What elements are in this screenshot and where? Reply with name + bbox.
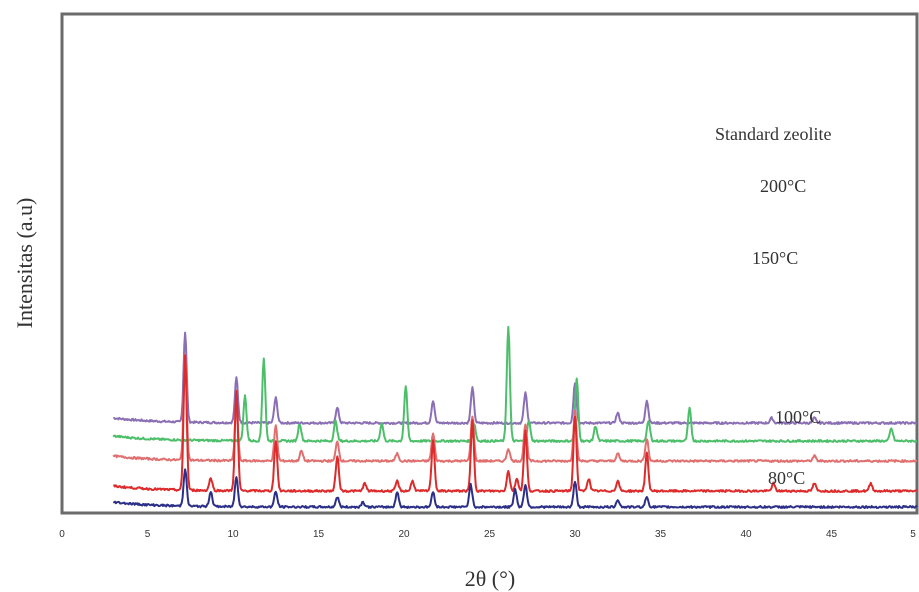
series-label-3: 100°C (775, 407, 821, 427)
series-label-4: 80°C (768, 468, 805, 488)
series-line-3 (113, 354, 918, 493)
series-labels: Standard zeolite 200°C 150°C 100°C 80°C (715, 124, 831, 488)
x-tick-label: 5 (145, 529, 151, 540)
x-tick-label: 5 (910, 529, 916, 540)
series-label-0: Standard zeolite (715, 124, 831, 144)
x-tick-label: 25 (484, 529, 496, 540)
series-label-1: 200°C (760, 176, 806, 196)
series-line-2 (112, 353, 918, 463)
series-line-1 (112, 325, 918, 443)
x-axis-ticks: 0 5 10 15 20 25 30 35 40 45 5 (59, 529, 916, 540)
y-axis-label: Intensitas (a.u) (12, 198, 37, 329)
x-tick-label: 30 (569, 529, 581, 540)
series-group (112, 325, 918, 509)
plot-frame (60, 12, 919, 515)
x-tick-label: 20 (398, 529, 410, 540)
series-label-2: 150°C (752, 248, 798, 268)
x-tick-label: 40 (740, 529, 752, 540)
series-line-4 (113, 468, 918, 509)
x-tick-label: 0 (59, 529, 65, 540)
x-tick-label: 35 (655, 529, 667, 540)
x-tick-label: 10 (227, 529, 239, 540)
x-tick-label: 45 (826, 529, 838, 540)
x-axis-label: 2θ (°) (465, 566, 516, 591)
x-tick-label: 15 (313, 529, 325, 540)
